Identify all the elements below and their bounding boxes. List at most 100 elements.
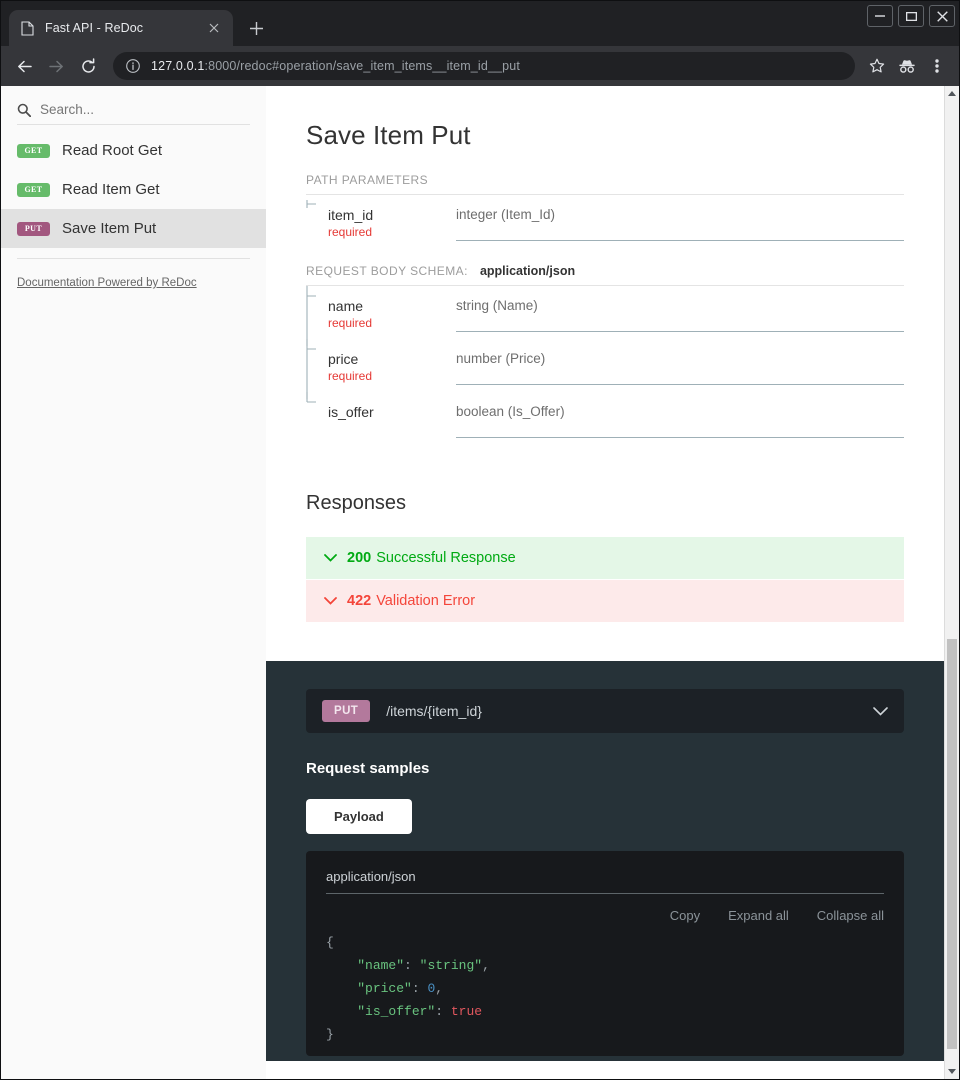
tree-branch-icon (306, 286, 320, 346)
request-body-schema-label: REQUEST BODY SCHEMA: application/json (306, 264, 904, 286)
tree-branch-icon (306, 339, 320, 399)
sidebar-item-label: Save Item Put (62, 220, 157, 237)
scrollbar-thumb[interactable] (947, 639, 957, 1049)
param-type-cell: boolean (Is_Offer) (456, 392, 904, 438)
operation-section: Save Item Put PATH PARAMETERS item_id re (266, 86, 944, 661)
response-text: Successful Response (376, 550, 516, 566)
forward-arrow-icon[interactable] (41, 51, 71, 81)
code-sample-body: { "name": "string", "price": 0, "is_offe… (326, 931, 884, 1046)
method-badge-get: GET (17, 143, 50, 158)
json-indent (326, 958, 357, 973)
window-controls (864, 5, 955, 27)
response-code: 422 (347, 593, 372, 609)
json-brace-close: } (326, 1027, 334, 1042)
sidebar-item-read-root-get[interactable]: GET Read Root Get (1, 131, 266, 170)
back-arrow-icon[interactable] (9, 51, 39, 81)
json-value-name: "string" (419, 958, 483, 973)
sidebar-item-label: Read Root Get (62, 142, 163, 159)
json-indent (326, 981, 357, 996)
search-input[interactable] (35, 102, 250, 117)
window-close-icon[interactable] (929, 5, 955, 27)
endpoint-method-badge: PUT (322, 700, 371, 722)
param-name-cell: is_offer (306, 392, 456, 438)
page-title: Save Item Put (306, 120, 471, 150)
param-name: name (328, 298, 364, 314)
json-value-price: 0 (427, 981, 436, 996)
response-code: 200 (347, 550, 372, 566)
json-sep: : (435, 1004, 451, 1019)
endpoint-bar[interactable]: PUT /items/{item_id} (306, 689, 904, 733)
minimize-icon[interactable] (867, 5, 893, 27)
sidebar-nav-list: GET Read Root Get GET Read Item Get PUT … (1, 131, 266, 248)
body-fields-table: name required string (Name) (306, 286, 904, 438)
tab-payload[interactable]: Payload (306, 799, 412, 834)
browser-toolbar: 127.0.0.1:8000/redoc#operation/save_item… (1, 46, 959, 86)
table-row: price required number (Price) (306, 339, 904, 399)
json-indent (326, 1004, 357, 1019)
request-sample-panel: PUT /items/{item_id} Request samples Pay… (266, 661, 944, 1061)
sidebar-item-read-item-get[interactable]: GET Read Item Get (1, 170, 266, 209)
request-samples-heading: Request samples (306, 760, 430, 777)
param-type-cell: integer (Item_Id) (456, 195, 904, 248)
path-parameters-label: PATH PARAMETERS (306, 173, 904, 195)
close-icon[interactable] (205, 19, 223, 37)
request-body-schema-value: application/json (479, 264, 576, 278)
code-sample-panel: application/json Copy Expand all Collaps… (306, 851, 904, 1056)
response-text: Validation Error (376, 593, 476, 609)
tab-title: Fast API - ReDoc (45, 21, 144, 35)
code-mime-type: application/json (326, 869, 884, 894)
tree-branch-icon (306, 195, 320, 248)
responses-heading: Responses (306, 492, 407, 514)
param-type: boolean (Is_Offer) (456, 404, 904, 438)
reload-icon[interactable] (73, 51, 103, 81)
json-comma: , (482, 958, 490, 973)
maximize-icon[interactable] (898, 5, 924, 27)
sidebar-item-label: Read Item Get (62, 181, 160, 198)
address-bar[interactable]: 127.0.0.1:8000/redoc#operation/save_item… (113, 52, 855, 80)
scroll-up-icon[interactable] (945, 86, 959, 101)
json-key-price: "price" (357, 981, 412, 996)
code-actions: Copy Expand all Collapse all (326, 908, 884, 923)
table-row: is_offer boolean (Is_Offer) (306, 392, 904, 438)
browser-tab[interactable]: Fast API - ReDoc (9, 10, 233, 46)
sidebar-item-save-item-put[interactable]: PUT Save Item Put (1, 209, 266, 248)
param-required-flag: required (328, 225, 373, 239)
chevron-down-icon (324, 597, 337, 605)
response-row-200[interactable]: 200 Successful Response (306, 537, 904, 579)
json-sep: : (404, 958, 420, 973)
scroll-down-icon[interactable] (945, 1064, 959, 1079)
param-type: integer (Item_Id) (456, 207, 904, 241)
param-name-cell: name required (306, 286, 456, 346)
url-path: :8000/redoc#operation/save_item_items__i… (204, 59, 520, 73)
new-tab-button[interactable] (241, 13, 271, 43)
search-row[interactable] (17, 98, 250, 125)
response-row-422[interactable]: 422 Validation Error (306, 580, 904, 622)
sidebar-footer: Documentation Powered by ReDoc (17, 258, 250, 291)
address-bar-text: 127.0.0.1:8000/redoc#operation/save_item… (151, 59, 520, 73)
param-name-cell: price required (306, 339, 456, 399)
param-type-cell: number (Price) (456, 339, 904, 392)
three-dot-menu-icon[interactable] (923, 52, 951, 80)
collapse-all-button[interactable]: Collapse all (816, 908, 884, 923)
param-name: is_offer (328, 404, 374, 420)
page-icon (19, 20, 35, 36)
search-icon (17, 103, 35, 117)
chevron-down-icon[interactable] (873, 706, 888, 716)
param-name-cell: item_id required (306, 195, 456, 248)
json-sep: : (411, 981, 428, 996)
json-brace-open: { (326, 935, 334, 950)
param-type: string (Name) (456, 298, 904, 332)
redoc-powered-by-link[interactable]: Documentation Powered by ReDoc (17, 277, 197, 289)
page-scrollbar[interactable] (944, 86, 959, 1079)
method-badge-get: GET (17, 182, 50, 197)
json-key-name: "name" (357, 958, 405, 973)
incognito-icon[interactable] (893, 52, 921, 80)
expand-all-button[interactable]: Expand all (728, 908, 789, 923)
star-icon[interactable] (863, 52, 891, 80)
site-info-icon[interactable] (125, 58, 141, 74)
request-body-schema-label-text: REQUEST BODY SCHEMA: (306, 264, 468, 278)
doc-scroll-area: Save Item Put PATH PARAMETERS item_id re (266, 86, 944, 1079)
redoc-sidebar: GET Read Root Get GET Read Item Get PUT … (1, 86, 266, 1079)
json-comma: , (435, 981, 444, 996)
copy-button[interactable]: Copy (669, 908, 701, 923)
